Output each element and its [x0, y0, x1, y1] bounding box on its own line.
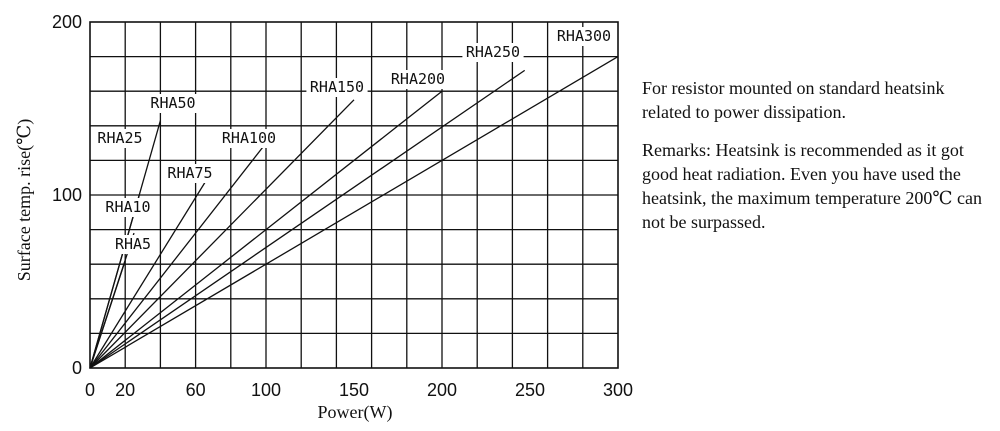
- plot-frame: [89, 21, 619, 369]
- x-tick-label: 0: [85, 380, 95, 400]
- note-heatsink: For resistor mounted on standard heatsin…: [642, 78, 945, 122]
- x-tick-label: 200: [427, 380, 457, 400]
- series-label-rha300: RHA300: [557, 27, 611, 45]
- y-axis-title: Surface temp. rise(℃): [14, 119, 35, 282]
- y-tick-label: 200: [52, 12, 82, 32]
- series-labels: RHA5 RHA10 RHA25 RHA50 RHA75 RHA100 RHA150 RHA2…: [94, 27, 615, 254]
- x-tick-label: 250: [515, 380, 545, 400]
- series-line-rha300: [89, 56, 619, 369]
- series-label-bg: [102, 198, 154, 217]
- series-line-rha100: [89, 142, 267, 369]
- series-label-bg: [94, 129, 146, 148]
- y-tick-label: 100: [52, 185, 82, 205]
- series-line-rha200: [89, 90, 443, 369]
- series-label-rha75: RHA75: [167, 164, 212, 182]
- series-lines: [89, 56, 619, 369]
- series-label-rha50: RHA50: [150, 94, 195, 112]
- series-line-rha250: [89, 69, 526, 369]
- notes-panel: For resistor mounted on standard heatsin…: [642, 76, 994, 248]
- series-label-bg: [462, 43, 524, 62]
- x-tick-label: 100: [251, 380, 281, 400]
- series-label-rha200: RHA200: [391, 70, 445, 88]
- series-line-rha150: [89, 99, 355, 369]
- series-label-bg: [147, 94, 199, 113]
- chart-grid: [90, 22, 618, 368]
- series-line-rha10: [89, 232, 135, 369]
- series-label-bg: [111, 235, 155, 254]
- x-tick-label: 60: [186, 380, 206, 400]
- x-tick-label: 150: [339, 380, 369, 400]
- series-label-bg: [306, 78, 368, 97]
- series-label-rha25: RHA25: [97, 129, 142, 147]
- series-label-rha150: RHA150: [310, 78, 364, 96]
- series-line-rha75: [89, 168, 214, 369]
- note-remarks: Remarks: Heatsink is recommended as it g…: [642, 140, 983, 232]
- y-tick-label: 0: [72, 358, 82, 378]
- series-label-rha250: RHA250: [466, 43, 520, 61]
- series-label-bg: [218, 129, 280, 148]
- series-label-rha10: RHA10: [105, 198, 150, 216]
- series-label-bg: [164, 164, 216, 183]
- plot-border: [89, 21, 619, 369]
- y-axis-ticks: 0 100 200: [52, 12, 82, 378]
- x-axis-title: Power(W): [318, 402, 393, 423]
- series-label-bg: [387, 70, 449, 89]
- x-tick-label: 300: [603, 380, 633, 400]
- series-label-rha5: RHA5: [115, 235, 151, 253]
- x-tick-label: 20: [115, 380, 135, 400]
- series-label-bg: [553, 27, 615, 46]
- x-axis-ticks: 0 20 60 100 150 200 250 300: [85, 380, 633, 400]
- series-label-rha100: RHA100: [222, 129, 276, 147]
